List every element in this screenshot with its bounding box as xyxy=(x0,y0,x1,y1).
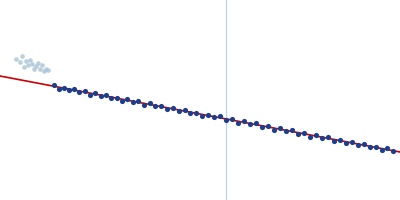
Point xyxy=(277,126,283,130)
Point xyxy=(319,136,325,140)
Point xyxy=(384,147,390,150)
Point xyxy=(61,86,67,89)
Point xyxy=(98,94,104,98)
Point xyxy=(325,135,331,138)
Point xyxy=(158,104,164,107)
Point xyxy=(349,140,355,143)
Point xyxy=(247,122,253,126)
Point xyxy=(361,142,367,145)
Point xyxy=(29,62,35,66)
Point xyxy=(130,100,136,104)
Point xyxy=(313,133,319,137)
Point xyxy=(17,60,23,63)
Point xyxy=(217,115,223,118)
Point xyxy=(92,92,98,95)
Point xyxy=(31,68,37,71)
Point xyxy=(41,70,47,73)
Point xyxy=(71,87,77,90)
Point xyxy=(301,131,307,135)
Point xyxy=(19,55,25,58)
Point xyxy=(367,146,373,149)
Point xyxy=(21,65,27,68)
Point xyxy=(205,113,211,116)
Point xyxy=(56,87,62,90)
Point xyxy=(27,58,33,61)
Point xyxy=(119,99,125,103)
Point xyxy=(25,64,31,67)
Point xyxy=(33,64,39,67)
Point xyxy=(114,96,120,99)
Point xyxy=(199,114,205,117)
Point xyxy=(164,108,170,111)
Point xyxy=(355,143,361,146)
Point xyxy=(170,106,176,109)
Point xyxy=(390,150,396,153)
Point xyxy=(235,121,241,125)
Point xyxy=(45,69,51,72)
Point xyxy=(124,98,130,101)
Point xyxy=(271,128,277,131)
Point xyxy=(13,57,19,61)
Point xyxy=(193,111,199,114)
Point xyxy=(223,119,229,122)
Point xyxy=(182,108,188,111)
Point xyxy=(87,93,93,96)
Point xyxy=(108,97,114,100)
Point xyxy=(337,138,343,142)
Point xyxy=(373,145,379,148)
Point xyxy=(283,129,290,133)
Point xyxy=(289,128,295,132)
Point xyxy=(43,67,49,70)
Point xyxy=(259,125,265,128)
Point xyxy=(331,139,337,142)
Point xyxy=(241,120,247,123)
Point xyxy=(265,125,271,128)
Point xyxy=(229,118,235,121)
Point xyxy=(211,116,217,119)
Point xyxy=(23,59,29,63)
Point xyxy=(82,89,88,93)
Point xyxy=(141,103,147,106)
Point xyxy=(35,62,41,65)
Point xyxy=(135,99,141,102)
Point xyxy=(103,93,109,96)
Point xyxy=(37,67,43,70)
Point xyxy=(66,88,72,92)
Point xyxy=(146,101,153,104)
Point xyxy=(152,105,158,108)
Point xyxy=(253,122,259,125)
Point xyxy=(51,84,57,87)
Point xyxy=(39,63,45,67)
Point xyxy=(343,142,349,145)
Point xyxy=(295,132,301,135)
Point xyxy=(76,90,82,93)
Point xyxy=(379,149,385,152)
Point xyxy=(187,112,194,115)
Point xyxy=(176,109,182,112)
Point xyxy=(307,135,313,138)
